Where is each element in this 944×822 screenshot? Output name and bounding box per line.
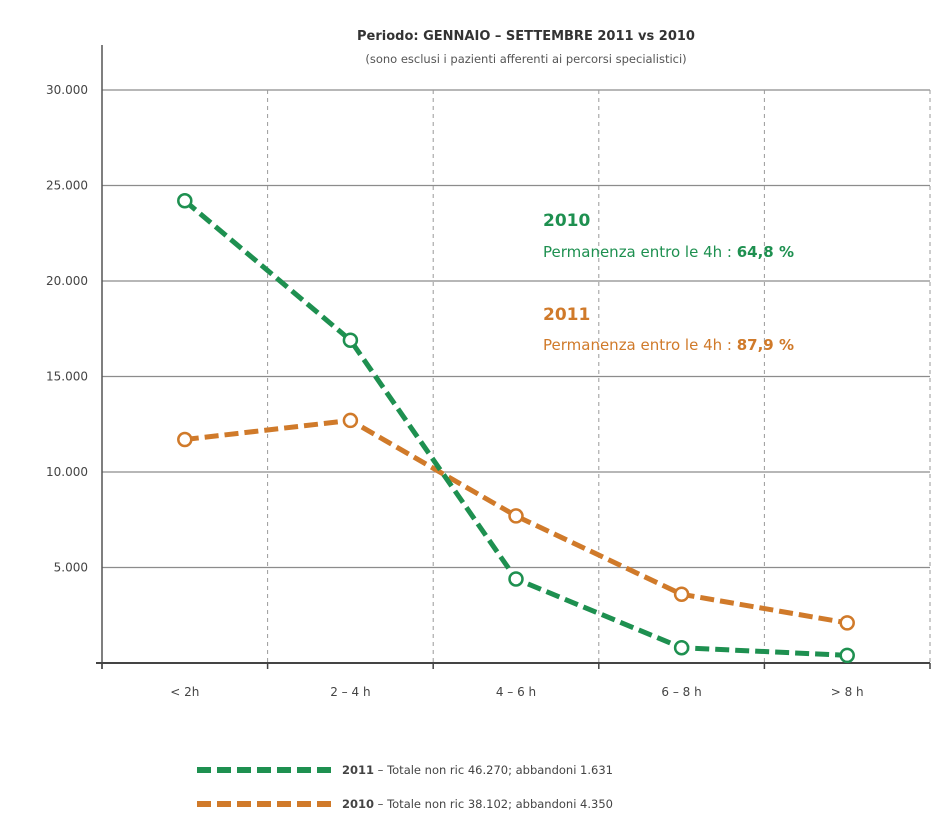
x-tick-label: 4 – 6 h	[496, 685, 536, 699]
data-point-2010	[508, 508, 524, 524]
annotation-2010: 2010 Permanenza entro le 4h : 64,8 %	[543, 211, 794, 261]
x-axis-ticks: < 2h 2 – 4 h 4 – 6 h 6 – 8 h > 8 h	[170, 685, 863, 699]
data-point-2011	[342, 332, 359, 348]
legend-label-2010: 2010 – Totale non ric 38.102; abbandoni …	[342, 797, 613, 811]
y-tick-label: 5.000	[54, 561, 88, 575]
x-tick-label: > 8 h	[831, 685, 864, 699]
data-point-2011	[839, 647, 855, 664]
data-point-2010	[177, 431, 193, 448]
data-point-2010	[342, 412, 359, 429]
annotation-2010-text: Permanenza entro le 4h : 64,8 %	[543, 243, 794, 261]
annotation-2011: 2011 Permanenza entro le 4h : 87,9 %	[543, 305, 794, 354]
data-point-2010	[839, 615, 855, 631]
x-tick-label: 6 – 8 h	[661, 685, 701, 699]
grid	[96, 45, 931, 669]
y-tick-label: 15.000	[46, 370, 88, 384]
legend: 2011 – Totale non ric 46.270; abbandoni …	[197, 763, 613, 811]
annotation-2011-text: Permanenza entro le 4h : 87,9 %	[543, 336, 794, 354]
chart-subtitle: (sono esclusi i pazienti afferenti ai pe…	[365, 52, 686, 66]
data-point-2010	[673, 586, 690, 602]
y-tick-label: 30.000	[46, 83, 88, 97]
y-tick-label: 10.000	[46, 465, 88, 479]
y-tick-label: 20.000	[46, 274, 88, 288]
data-point-2011	[177, 193, 193, 209]
chart-title: Periodo: GENNAIO – SETTEMBRE 2011 vs 201…	[357, 29, 695, 44]
y-axis-ticks: 30.000 25.000 20.000 15.000 10.000 5.000	[46, 83, 88, 575]
y-tick-label: 25.000	[46, 179, 88, 193]
x-tick-label: < 2h	[170, 685, 199, 699]
legend-label-2011: 2011 – Totale non ric 46.270; abbandoni …	[342, 763, 613, 777]
x-tick-label: 2 – 4 h	[330, 685, 370, 699]
series-line-2010	[184, 417, 848, 626]
annotation-2010-year: 2010	[543, 211, 590, 231]
annotation-2011-year: 2011	[543, 305, 590, 325]
data-point-2011	[673, 639, 690, 656]
data-point-2011	[508, 571, 524, 587]
series	[177, 193, 855, 664]
